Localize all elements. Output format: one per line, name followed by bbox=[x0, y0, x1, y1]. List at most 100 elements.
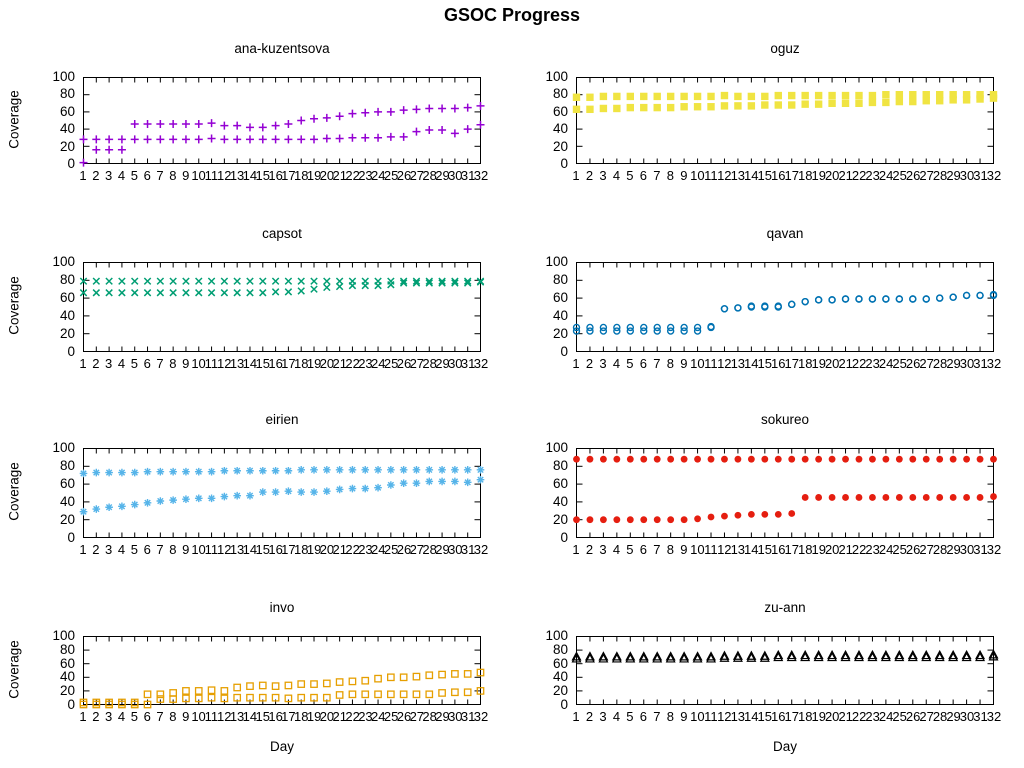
data-point bbox=[773, 649, 784, 660]
data-point bbox=[79, 507, 88, 516]
data-point bbox=[425, 671, 434, 680]
x-tick-label: 10 bbox=[690, 168, 705, 183]
data-point bbox=[584, 653, 595, 663]
data-point bbox=[310, 285, 318, 293]
x-tick-label: 26 bbox=[905, 709, 921, 724]
data-point bbox=[425, 125, 434, 134]
x-tick-label: 31 bbox=[973, 709, 988, 724]
x-tick-label: 21 bbox=[838, 168, 853, 183]
x-tick-label: 16 bbox=[268, 356, 283, 371]
x-tick-label: 10 bbox=[191, 709, 206, 724]
data-point bbox=[586, 327, 594, 335]
x-axis-label: Day bbox=[772, 739, 797, 754]
data-point bbox=[156, 289, 165, 297]
x-tick-label: 23 bbox=[358, 542, 373, 557]
data-point bbox=[463, 670, 472, 678]
data-point bbox=[476, 687, 485, 695]
data-point bbox=[936, 494, 944, 501]
data-point bbox=[156, 467, 165, 476]
data-point bbox=[425, 277, 434, 285]
data-point bbox=[841, 99, 850, 107]
data-point bbox=[693, 92, 702, 101]
data-point bbox=[130, 700, 139, 709]
data-point bbox=[463, 466, 472, 474]
data-point bbox=[246, 682, 254, 690]
data-point bbox=[258, 681, 267, 690]
data-point bbox=[143, 289, 152, 297]
data-point bbox=[666, 327, 675, 335]
data-point bbox=[169, 689, 177, 697]
x-tick-label: 15 bbox=[757, 542, 772, 557]
data-point bbox=[907, 649, 918, 660]
x-tick-label: 5 bbox=[626, 356, 634, 371]
x-tick-label: 6 bbox=[143, 356, 151, 371]
data-point bbox=[169, 695, 177, 703]
x-tick-label: 4 bbox=[117, 542, 126, 557]
data-point bbox=[774, 510, 782, 518]
x-tick-label: 18 bbox=[294, 356, 309, 371]
data-point bbox=[963, 494, 970, 501]
data-point bbox=[909, 91, 917, 99]
data-point bbox=[412, 277, 421, 285]
data-point bbox=[813, 649, 824, 660]
data-point bbox=[707, 92, 715, 101]
data-point bbox=[233, 491, 241, 500]
subplot-zu-ann bbox=[571, 636, 999, 705]
x-tick-label: 25 bbox=[892, 168, 907, 183]
data-point bbox=[451, 277, 459, 285]
y-tick-label: 20 bbox=[552, 512, 568, 527]
x-tick-label: 22 bbox=[345, 709, 360, 724]
x-tick-label: 27 bbox=[919, 168, 934, 183]
data-point bbox=[92, 135, 101, 144]
x-tick-label: 13 bbox=[730, 709, 746, 724]
data-point bbox=[827, 651, 838, 662]
data-point bbox=[613, 104, 621, 113]
data-point bbox=[747, 92, 756, 101]
data-point bbox=[571, 653, 582, 663]
data-point bbox=[399, 132, 408, 141]
x-tick-label: 6 bbox=[143, 542, 151, 557]
data-point bbox=[463, 103, 472, 112]
data-point bbox=[438, 670, 446, 679]
x-tick-label: 32 bbox=[473, 709, 489, 724]
data-point bbox=[988, 649, 999, 659]
data-point bbox=[653, 103, 661, 112]
x-tick-label: 16 bbox=[771, 168, 786, 183]
x-tick-label: 31 bbox=[973, 542, 988, 557]
data-point bbox=[611, 653, 622, 663]
x-tick-label: 25 bbox=[383, 542, 399, 557]
data-point bbox=[207, 119, 216, 128]
data-point bbox=[828, 91, 836, 100]
x-tick-label: 7 bbox=[156, 356, 164, 371]
x-tick-label: 14 bbox=[242, 709, 258, 724]
x-tick-label: 21 bbox=[332, 542, 347, 557]
x-tick-label: 4 bbox=[117, 709, 126, 724]
data-point bbox=[667, 455, 675, 463]
x-tick-label: 19 bbox=[811, 709, 826, 724]
data-point bbox=[882, 91, 890, 99]
data-point bbox=[245, 123, 254, 132]
data-point bbox=[387, 281, 395, 289]
data-point bbox=[450, 104, 459, 113]
data-point bbox=[962, 291, 971, 300]
data-point bbox=[747, 510, 755, 518]
x-tick-label: 15 bbox=[757, 168, 772, 183]
data-point bbox=[195, 277, 203, 285]
data-point bbox=[284, 487, 293, 496]
x-tick-label: 12 bbox=[216, 542, 232, 557]
data-point bbox=[207, 277, 216, 285]
data-point bbox=[322, 693, 331, 702]
data-point bbox=[638, 651, 649, 661]
data-point bbox=[322, 134, 331, 143]
data-point bbox=[130, 277, 139, 285]
data-point bbox=[105, 277, 113, 285]
data-point bbox=[759, 652, 770, 662]
data-point bbox=[841, 295, 850, 303]
x-tick-label: 31 bbox=[460, 709, 476, 724]
tick-marks bbox=[83, 78, 481, 163]
data-point bbox=[258, 488, 267, 496]
data-point bbox=[92, 145, 101, 154]
data-point bbox=[653, 323, 661, 332]
y-tick-label: 40 bbox=[552, 669, 568, 685]
data-point bbox=[720, 91, 729, 100]
